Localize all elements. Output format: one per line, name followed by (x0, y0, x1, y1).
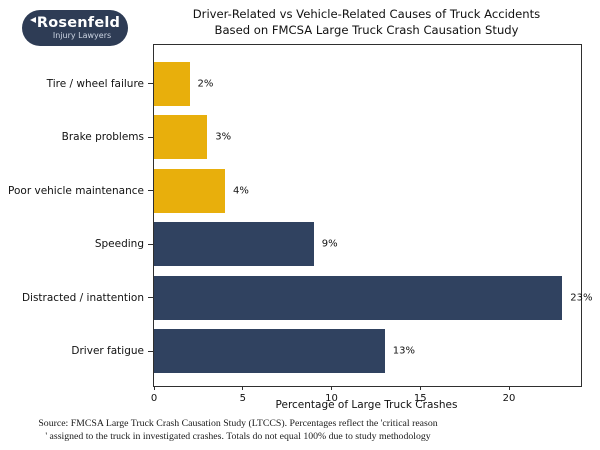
bar-value-label: 2% (197, 78, 214, 89)
source-note-line2: ' assigned to the truck in investigated … (45, 431, 431, 442)
y-tick (148, 297, 153, 298)
chart-title-line2: Based on FMCSA Large Truck Crash Causati… (214, 23, 519, 37)
x-tick (331, 386, 332, 390)
x-tick (508, 386, 510, 390)
category-label: Driver fatigue (71, 345, 144, 357)
category-label: Poor vehicle maintenance (8, 184, 144, 197)
category-label: Distracted / inattention (21, 291, 144, 304)
bar-value-label: 9% (321, 238, 338, 250)
x-tick (242, 386, 244, 390)
bar-value-label: 3% (215, 131, 232, 143)
bar-value-label: 4% (233, 185, 249, 196)
bar-value-label: 23% (570, 292, 593, 303)
x-tick-label: 5 (239, 393, 246, 404)
x-tick-label: 15 (413, 393, 427, 404)
category-label: Brake problems (61, 131, 144, 143)
bar (154, 115, 208, 159)
logo-name-text: Rosenfeld (36, 14, 121, 31)
category-label: Speeding (94, 238, 144, 250)
source-note-line1: Source: FMCSA Large Truck Crash Causatio… (38, 418, 438, 429)
chart-title-line1: Driver-Related vs Vehicle-Related Causes… (192, 7, 541, 21)
x-tick-label: 20 (502, 393, 516, 404)
y-tick (148, 136, 153, 138)
y-tick (148, 83, 153, 84)
plot-area: 2% Tire / wheel failure 3% Brake problems 4%… (8, 44, 592, 404)
y-tick (148, 190, 153, 191)
logo-subtitle: Injury Lawyers (52, 31, 112, 41)
x-tick-label: 0 (150, 393, 158, 404)
x-tick (419, 386, 421, 390)
bar-value-label: 13% (392, 345, 415, 357)
y-tick (148, 243, 153, 245)
logo-name: Rosenfeld (29, 14, 121, 31)
bar (154, 222, 314, 266)
chart-title: Driver-Related vs Vehicle-Related Causes… (153, 6, 580, 38)
x-tick (153, 386, 155, 390)
bar (154, 168, 225, 213)
logo: Rosenfeld Injury Lawyers (22, 10, 128, 46)
bar (154, 329, 385, 373)
x-axis-label: Percentage of Large Truck Crashes (275, 399, 458, 411)
bar (154, 275, 563, 320)
source-note: Source: FMCSA Large Truck Crash Causatio… (12, 417, 464, 443)
y-tick (148, 350, 153, 352)
bar (154, 61, 190, 106)
logo-arrow-icon (29, 16, 36, 23)
x-tick-label: 10 (325, 393, 338, 404)
category-label: Tire / wheel failure (46, 77, 144, 90)
